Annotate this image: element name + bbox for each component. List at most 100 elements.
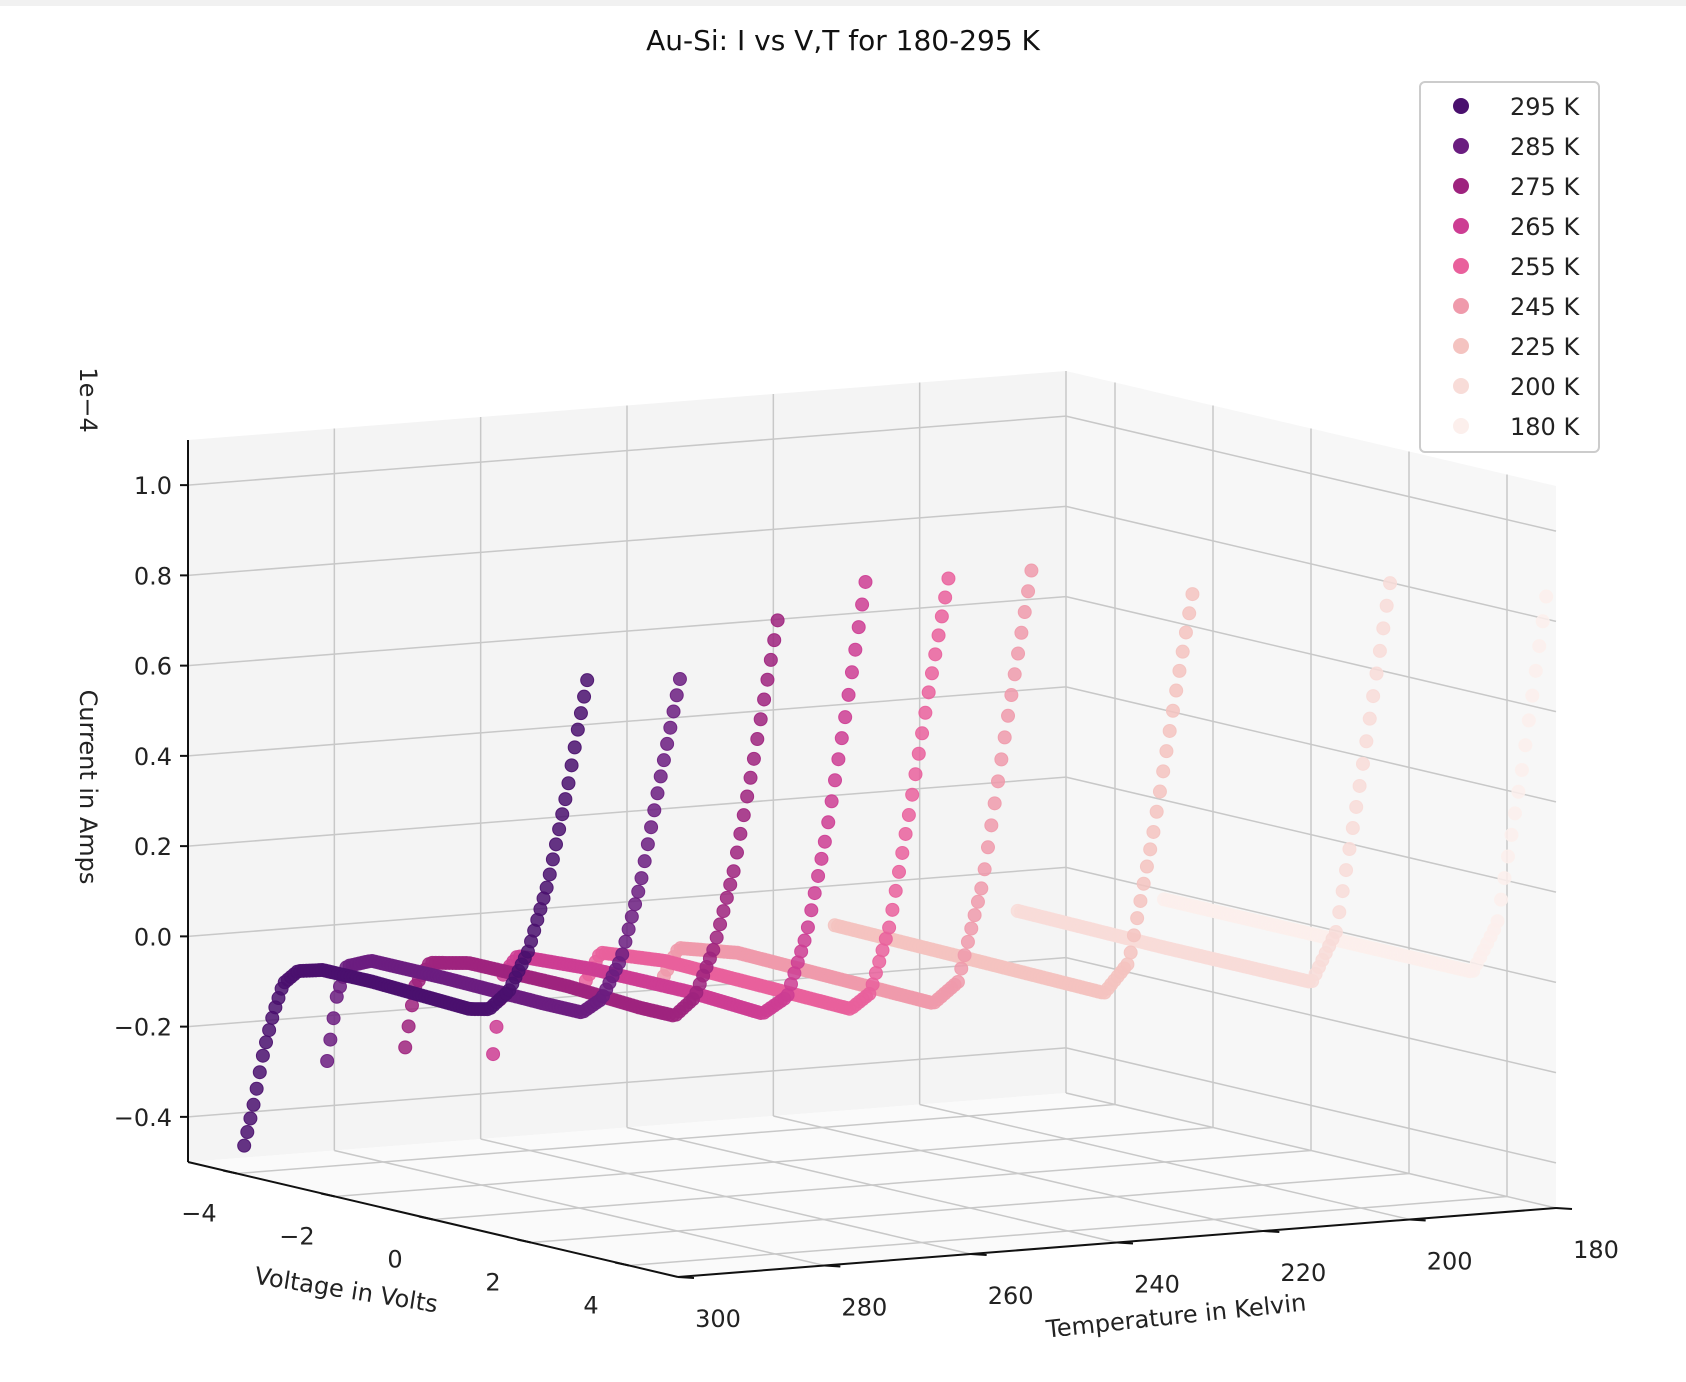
- data-point: [669, 688, 684, 703]
- data-point: [974, 881, 989, 896]
- data-point: [1136, 876, 1151, 891]
- data-point: [991, 774, 1006, 789]
- series-180k: [1157, 589, 1554, 979]
- data-point: [736, 808, 751, 823]
- data-point: [1366, 689, 1381, 704]
- data-point: [814, 851, 829, 866]
- y-tick-label: 220: [1280, 1259, 1326, 1287]
- data-point: [660, 736, 675, 751]
- x-tick-label: 4: [583, 1292, 598, 1320]
- data-point: [618, 934, 633, 949]
- data-point: [1159, 744, 1174, 759]
- legend-marker: [1453, 138, 1469, 154]
- data-point: [647, 803, 662, 818]
- data-point: [1162, 723, 1177, 738]
- data-point: [1169, 683, 1184, 698]
- data-point: [895, 845, 910, 860]
- y-tick-mark: [677, 1276, 695, 1279]
- data-point: [1494, 892, 1509, 907]
- data-point: [928, 647, 943, 662]
- data-point: [650, 786, 665, 801]
- data-point: [1143, 842, 1158, 857]
- x-tick-label: −2: [279, 1223, 314, 1251]
- data-point: [323, 1032, 338, 1047]
- data-point: [858, 574, 873, 589]
- data-point: [1369, 666, 1384, 681]
- x-tick-label: 2: [485, 1269, 500, 1297]
- data-point: [797, 933, 812, 948]
- data-point: [489, 1019, 504, 1034]
- data-point: [252, 1065, 267, 1080]
- z-tick-label: 0.4: [134, 743, 172, 771]
- data-point: [1535, 614, 1550, 629]
- data-point: [1532, 639, 1547, 654]
- data-point: [911, 746, 926, 761]
- z-axis-label: Current in Amps: [74, 690, 102, 885]
- data-point: [757, 692, 772, 707]
- legend-box: [1419, 81, 1600, 453]
- grid-line: [432, 1149, 1312, 1221]
- data-point: [637, 854, 652, 869]
- data-point: [1339, 863, 1354, 878]
- data-point: [1497, 871, 1512, 886]
- data-point: [740, 789, 755, 804]
- x-axis-label: Voltage in Volts: [253, 1262, 440, 1319]
- grid-line: [628, 1195, 1508, 1267]
- grid-line: [334, 1126, 1214, 1198]
- data-point: [1345, 821, 1360, 836]
- data-point: [984, 818, 999, 833]
- data-point: [564, 758, 579, 773]
- data-point: [817, 834, 832, 849]
- data-point: [1156, 764, 1171, 779]
- data-point: [1514, 762, 1529, 777]
- data-point: [1383, 576, 1398, 591]
- z-tick-labels: −0.4 −0.2 0.0 0.2 0.4 0.6 0.8 1.0: [114, 472, 188, 1132]
- data-point: [938, 590, 953, 605]
- data-point: [1372, 643, 1387, 658]
- z-tick-label: 0.6: [134, 653, 172, 681]
- data-point: [743, 770, 758, 785]
- data-point: [1332, 905, 1347, 920]
- data-point: [834, 731, 849, 746]
- data-point: [1123, 945, 1138, 960]
- data-point: [666, 704, 681, 719]
- data-point: [726, 864, 741, 879]
- data-point: [1335, 884, 1350, 899]
- data-point: [811, 868, 826, 883]
- data-point: [885, 902, 900, 917]
- data-point: [888, 883, 903, 898]
- data-point: [246, 1097, 261, 1112]
- data-point: [1349, 799, 1364, 814]
- data-point: [567, 740, 582, 755]
- data-point: [1518, 738, 1533, 753]
- y-tick-mark: [970, 1253, 987, 1256]
- data-point: [831, 752, 846, 767]
- data-point: [1352, 778, 1367, 793]
- data-point: [561, 776, 576, 791]
- data-point: [855, 597, 870, 612]
- data-point: [573, 706, 588, 721]
- legend-marker: [1453, 218, 1469, 234]
- data-point: [577, 689, 592, 704]
- top-edge-strip: [0, 0, 1686, 6]
- legend-label: 245 K: [1510, 293, 1580, 321]
- data-point: [1175, 644, 1190, 659]
- data-point: [631, 884, 646, 899]
- data-point: [957, 948, 972, 963]
- data-point: [644, 820, 659, 835]
- data-point: [1120, 957, 1135, 972]
- x-tick-mark: [614, 1261, 630, 1267]
- data-point: [729, 845, 744, 860]
- data-point: [924, 666, 939, 681]
- data-point: [243, 1111, 258, 1126]
- legend-label: 275 K: [1510, 173, 1580, 201]
- data-point: [1182, 606, 1197, 621]
- data-point: [580, 673, 595, 688]
- data-point: [615, 947, 630, 962]
- y-tick-label: 180: [1573, 1236, 1619, 1264]
- data-point: [570, 722, 585, 737]
- data-point: [1376, 621, 1391, 636]
- z-tick-label: 1.0: [134, 472, 172, 500]
- x-tick-mark: [222, 1169, 238, 1175]
- y-tick-mark: [1409, 1218, 1426, 1222]
